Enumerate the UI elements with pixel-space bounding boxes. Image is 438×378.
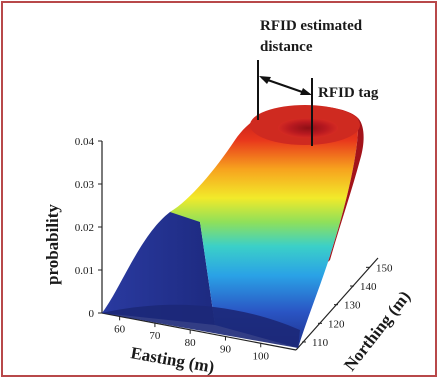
x-tick-label: 80	[185, 337, 197, 349]
peak-crater	[278, 118, 338, 138]
annotation-estimated-line2: distance	[260, 39, 313, 55]
tick-marks	[98, 140, 370, 348]
z-tick-labels: 0 0.01 0.02 0.03 0.04	[75, 136, 95, 320]
annotation-lines	[257, 60, 313, 146]
annotation-rfid-tag: RFID tag	[318, 85, 379, 101]
y-tick-label: 130	[344, 300, 361, 312]
z-tick-label: 0.04	[75, 136, 95, 148]
x-tick-label: 100	[252, 350, 269, 362]
y-tick-label: 150	[376, 262, 393, 274]
x-axis-title: Easting (m)	[129, 343, 216, 376]
x-tick-labels: 60 70 80 90 100	[114, 323, 269, 362]
y-tick-labels: 110 120 130 140 150	[312, 262, 393, 349]
annotation-estimated-line1: RFID estimated	[260, 18, 363, 34]
distance-arrow-shaft	[261, 77, 309, 95]
y-tick-label: 120	[328, 318, 345, 330]
x-tick-label: 60	[114, 323, 126, 335]
z-axis-title: probability	[43, 204, 62, 285]
z-tick-label: 0	[89, 308, 95, 320]
z-tick-label: 0.01	[75, 265, 94, 277]
surface-main-face	[170, 105, 359, 349]
y-tick-label: 140	[360, 281, 377, 293]
x-tick-label: 70	[149, 330, 161, 342]
distance-arrowhead-left	[259, 76, 271, 84]
y-axis-line	[295, 257, 379, 351]
z-tick-label: 0.03	[75, 179, 95, 191]
surface-right-edge	[328, 118, 364, 262]
y-tick-label: 110	[312, 337, 329, 349]
x-tick-label: 90	[220, 344, 232, 356]
x-axis-line	[101, 312, 297, 351]
z-tick-label: 0.02	[75, 222, 94, 234]
surface-base-shadow	[102, 304, 300, 348]
surface-left-skirt	[102, 209, 215, 325]
distance-arrowhead-right	[300, 88, 312, 95]
